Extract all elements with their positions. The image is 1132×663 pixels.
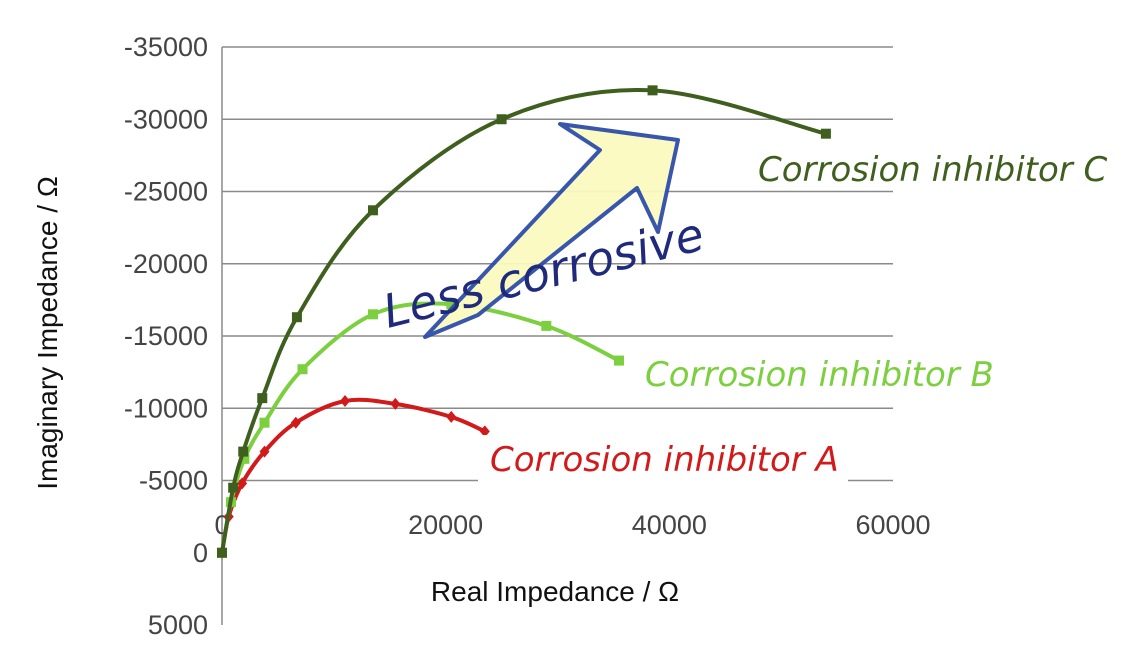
series-lines [217,85,831,559]
y-axis-title: Imaginary Impedance / Ω [32,176,63,490]
y-tick-label: -15000 [124,321,208,351]
data-point [367,309,378,320]
axes: -35000 -30000 -25000 -20000 -15000 -10000 -500… [124,32,931,640]
data-point [237,477,248,490]
data-point [479,425,490,438]
y-tick-label: -5000 [139,466,208,496]
series-label: Corrosion inhibitor A [490,440,839,480]
less-corrosive-arrow [423,122,680,339]
data-point [496,114,507,125]
x-axis-title: Real Impedance / Ω [431,576,679,607]
data-point [228,482,239,493]
y-tick-label: -35000 [124,32,208,62]
data-point [238,446,249,457]
data-point [446,410,457,423]
series-labels: Corrosion inhibitor A Corrosion inhibitor… [478,150,1108,485]
data-point [647,85,658,96]
y-tick-label: 5000 [148,610,208,640]
data-point [541,320,552,331]
data-point [367,205,378,216]
data-point [390,397,401,410]
data-point [340,395,351,408]
series-label: Corrosion inhibitor C [758,150,1108,190]
y-tick-label: -30000 [124,104,208,134]
data-point [239,453,250,464]
data-point [820,128,831,139]
x-tick-label: 40000 [632,510,707,540]
data-point [290,416,301,429]
data-point [259,417,270,428]
data-point [257,393,268,404]
y-tick-label: -20000 [124,249,208,279]
x-tick-label: 60000 [855,510,930,540]
y-tick-label: -10000 [124,393,208,423]
data-point [614,355,625,366]
x-tick-label: 20000 [408,510,483,540]
data-point [446,299,457,310]
label-backdrop [478,435,848,485]
data-point [259,445,270,458]
y-tick-label: -25000 [124,177,208,207]
annotation-arrow [423,122,680,339]
series-label: Corrosion inhibitor B [645,355,994,395]
data-point [291,312,302,323]
y-tick-label: 0 [193,538,208,568]
data-point [297,364,308,375]
gridlines [222,46,893,482]
data-point [217,547,227,558]
